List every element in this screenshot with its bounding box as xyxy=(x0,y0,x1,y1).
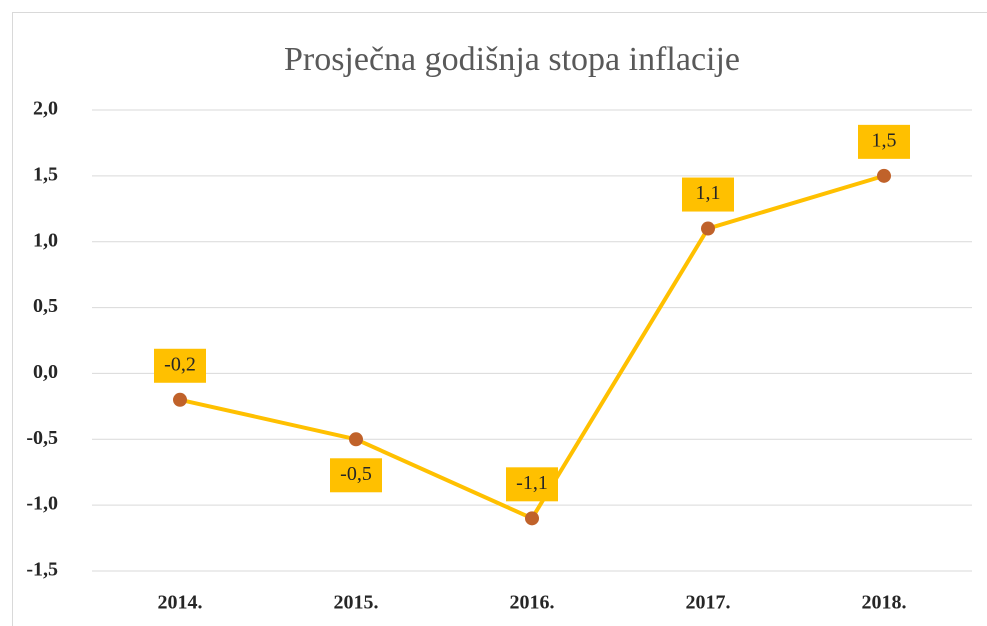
marker xyxy=(525,511,539,526)
chart-title: Prosječna godišnja stopa inflacije xyxy=(284,41,740,78)
y-tick-label: 1,5 xyxy=(33,163,58,185)
x-tick-label: 2015. xyxy=(334,592,379,614)
data-label-box xyxy=(682,177,734,212)
y-tick-label: 0,0 xyxy=(33,361,58,383)
data-label: 1,5 xyxy=(872,129,897,151)
marker xyxy=(701,221,715,236)
data-label-box xyxy=(154,348,206,383)
y-tick-label: 2,0 xyxy=(33,98,58,120)
y-tick-label: 1,0 xyxy=(33,229,58,251)
y-tick-label: -1,5 xyxy=(26,559,58,581)
x-tick-label: 2017. xyxy=(686,592,731,614)
data-label: -0,5 xyxy=(340,463,372,485)
data-label: 1,1 xyxy=(696,182,721,204)
x-tick-label: 2014. xyxy=(158,592,203,614)
marker xyxy=(877,168,891,183)
x-tick-label: 2016. xyxy=(510,592,555,614)
marker xyxy=(173,392,187,407)
chart-frame xyxy=(12,12,987,626)
x-tick-label: 2018. xyxy=(862,592,907,614)
data-label: -1,1 xyxy=(516,472,548,494)
y-tick-label: 0,5 xyxy=(33,295,58,317)
y-tick-label: -1,0 xyxy=(26,493,58,515)
data-label: -0,2 xyxy=(164,353,196,375)
marker xyxy=(349,432,363,447)
data-label-box xyxy=(506,467,558,502)
data-label-box xyxy=(858,124,910,159)
y-tick-label: -0,5 xyxy=(26,427,58,449)
data-label-box xyxy=(330,458,382,493)
